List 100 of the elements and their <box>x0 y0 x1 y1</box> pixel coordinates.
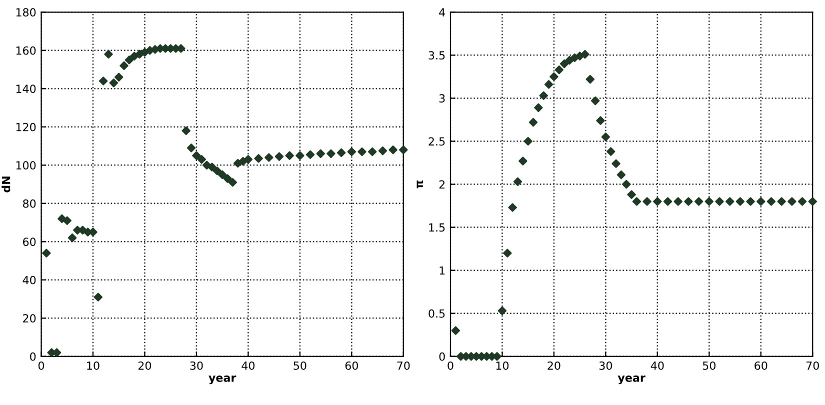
point <box>612 159 620 168</box>
point <box>503 248 512 258</box>
x-tick-label: 0 <box>448 361 454 370</box>
point <box>104 50 113 59</box>
y-tick-label: 0.5 <box>428 309 445 318</box>
point <box>622 180 631 189</box>
point <box>186 144 196 152</box>
point <box>596 116 605 125</box>
point <box>326 149 336 158</box>
x-tick-label: 50 <box>294 361 306 370</box>
point <box>218 170 227 180</box>
x-tick-label: 10 <box>496 361 509 370</box>
x-tick-label: 30 <box>599 361 612 370</box>
point <box>684 197 693 206</box>
y-axis-title: dN <box>2 176 10 192</box>
point <box>606 147 616 156</box>
point <box>124 56 134 64</box>
x-tick-label: 20 <box>138 361 152 370</box>
y-tick-label: 2.5 <box>428 137 445 146</box>
point <box>212 166 222 176</box>
point <box>316 149 325 158</box>
point <box>798 197 807 206</box>
point <box>513 177 522 186</box>
x-tick-label: 10 <box>87 361 100 370</box>
point <box>223 174 232 183</box>
y-tick-label: 0 <box>30 352 36 361</box>
point <box>554 65 564 74</box>
point <box>590 96 600 106</box>
point <box>524 136 532 146</box>
point <box>254 154 263 163</box>
y-tick-label: 140 <box>16 84 36 94</box>
y-tick-label: 100 <box>16 161 36 170</box>
point <box>746 197 755 206</box>
y-axis-title: π <box>416 180 424 188</box>
point <box>306 150 315 159</box>
point <box>228 178 238 187</box>
point <box>197 155 206 164</box>
point <box>616 170 626 180</box>
point <box>580 50 590 59</box>
point <box>560 59 569 68</box>
x-axis-title: year <box>208 376 236 384</box>
point <box>285 151 294 160</box>
point <box>766 197 776 206</box>
y-tick-label: 1 <box>440 266 445 275</box>
point <box>233 158 242 168</box>
y-tick-label: 4 <box>439 8 445 16</box>
point <box>451 326 460 335</box>
point <box>544 80 554 89</box>
point <box>694 197 704 206</box>
point <box>601 132 610 142</box>
y-tick-label: 180 <box>16 8 36 17</box>
point <box>336 148 346 158</box>
y-tick-label: 80 <box>23 199 36 208</box>
y-tick-label: 20 <box>23 314 36 323</box>
point <box>244 155 253 164</box>
y-tick-label: 2 <box>439 180 445 188</box>
point <box>518 156 528 166</box>
x-tick-label: 70 <box>806 361 819 370</box>
point <box>296 151 304 160</box>
x-tick-label: 0 <box>38 361 44 370</box>
x-tick-label: 60 <box>754 361 768 370</box>
point <box>109 78 118 88</box>
point <box>788 197 796 206</box>
y-tick-label: 120 <box>16 122 36 132</box>
point <box>378 146 388 156</box>
point <box>653 197 662 206</box>
point <box>508 203 517 212</box>
point <box>182 126 190 136</box>
point <box>192 151 201 160</box>
point <box>725 197 734 206</box>
point <box>368 147 377 156</box>
point <box>756 197 766 206</box>
y-tick-label: 160 <box>16 46 36 55</box>
point <box>498 306 507 316</box>
point <box>586 74 595 84</box>
point <box>704 197 714 206</box>
x-tick-label: 40 <box>650 361 664 370</box>
point <box>358 147 366 156</box>
x-tick-label: 40 <box>242 361 255 370</box>
point <box>42 248 51 258</box>
y-tick-label: 60 <box>23 238 36 246</box>
y-tick-label: 1.5 <box>429 223 445 232</box>
point <box>114 72 124 82</box>
point <box>674 197 682 206</box>
point <box>62 216 72 225</box>
point <box>565 56 574 65</box>
point <box>120 61 128 70</box>
point <box>534 103 543 112</box>
point <box>808 197 817 206</box>
y-tick-label: 3.5 <box>428 51 445 60</box>
x-tick-label: 60 <box>345 361 358 370</box>
point <box>632 197 642 206</box>
point <box>642 197 652 206</box>
point <box>94 292 103 302</box>
x-tick-label: 20 <box>548 361 560 370</box>
x-tick-label: 70 <box>397 361 410 370</box>
x-tick-label: 50 <box>702 361 716 370</box>
point <box>550 72 558 82</box>
x-tick-label: 30 <box>190 361 203 370</box>
point <box>347 147 356 156</box>
